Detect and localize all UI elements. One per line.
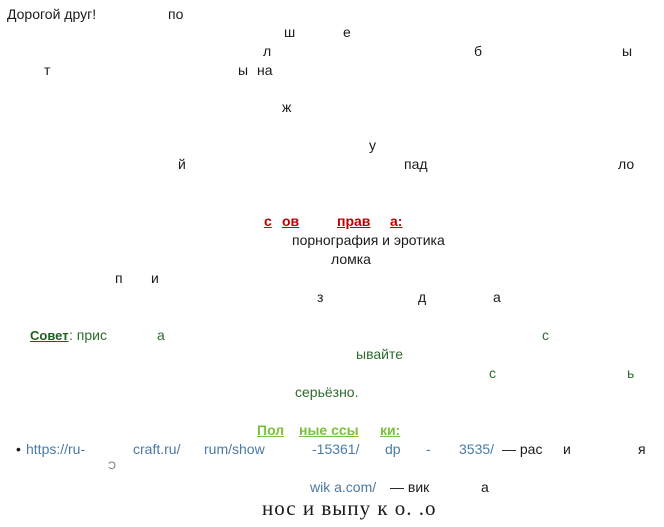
- text-fragment: д: [418, 289, 427, 305]
- forum-link[interactable]: -15361/: [312, 441, 360, 457]
- text-fragment: л: [263, 43, 272, 59]
- rules-heading-part: а:: [390, 213, 403, 229]
- rules-heading-part: прав: [337, 213, 371, 229]
- text-fragment: а: [493, 289, 501, 305]
- rule-item-break: ломка: [331, 251, 371, 267]
- text-fragment: ы: [238, 62, 249, 78]
- text-fragment: я: [638, 441, 646, 457]
- links-heading-part: Пол: [257, 422, 285, 438]
- text-fragment: а: [481, 479, 489, 495]
- text-fragment: ш: [284, 24, 296, 40]
- text-fragment: и: [151, 270, 159, 286]
- text-fragment: ь: [627, 365, 635, 381]
- text-fragment: на: [257, 62, 273, 78]
- wiki-description: — вик: [390, 479, 430, 495]
- text-fragment: б: [474, 43, 483, 59]
- footer-big-text: нос и выпу к о. .о: [262, 496, 437, 520]
- text-fragment: ж: [282, 99, 292, 115]
- advice-text: : прис: [69, 327, 107, 343]
- text-fragment: с: [542, 327, 549, 343]
- text-fragment: с: [489, 365, 496, 381]
- wiki-link[interactable]: wik a.com/: [310, 479, 377, 495]
- text-fragment: Ͻ: [108, 460, 116, 472]
- text-fragment: е: [343, 24, 351, 40]
- text-fragment: п: [115, 270, 123, 286]
- text-fragment: а: [157, 327, 165, 343]
- advice-label: Совет: [30, 328, 69, 343]
- advice-seriously: серьёзно.: [295, 384, 359, 400]
- text-fragment: й: [178, 156, 186, 172]
- text-fragment: и: [563, 441, 571, 457]
- forum-link[interactable]: https://ru-: [26, 441, 86, 457]
- rules-heading-part: ов: [282, 213, 300, 229]
- text-fragment: ы: [622, 43, 633, 59]
- text-fragment: з: [317, 289, 324, 305]
- rule-item-porn: порнография и эротика: [292, 232, 445, 248]
- text-fragment: т: [44, 62, 51, 78]
- forum-link[interactable]: craft.ru/: [133, 441, 181, 457]
- text-fragment: ывайте: [356, 346, 403, 362]
- forum-link[interactable]: dp: [385, 441, 401, 457]
- greeting-text: Дорогой друг!: [7, 6, 97, 22]
- text-fragment: ло: [618, 156, 635, 172]
- list-bullet: •: [16, 441, 21, 457]
- forum-link[interactable]: 3535/: [459, 441, 495, 457]
- links-heading-part: ные ссы: [299, 422, 359, 438]
- link-description: — рас: [502, 441, 543, 457]
- text-fragment: пад: [404, 156, 428, 172]
- rules-heading-part: с: [264, 213, 272, 229]
- text-fragment: по: [168, 6, 184, 22]
- links-heading-part: ки:: [380, 422, 401, 438]
- forum-link[interactable]: -: [426, 441, 431, 457]
- text-fragment: у: [369, 137, 376, 153]
- forum-link[interactable]: rum/show: [204, 441, 265, 457]
